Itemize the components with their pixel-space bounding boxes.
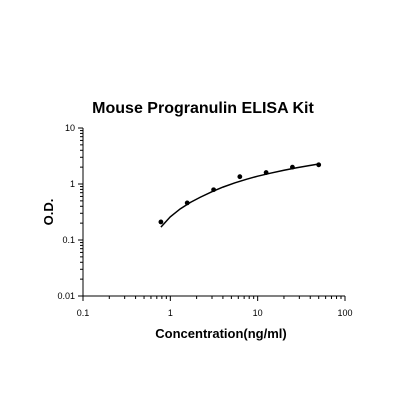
x-tick-label: 100 (337, 308, 352, 318)
y-tick-label: 0.1 (62, 235, 75, 245)
y-tick-label: 0.01 (57, 291, 75, 301)
x-tick-label: 0.1 (77, 308, 90, 318)
data-point (184, 200, 190, 206)
x-tick-label: 10 (253, 308, 263, 318)
data-point (237, 174, 243, 180)
data-point (263, 170, 269, 175)
y-axis-label: O.D. (41, 199, 56, 226)
y-tick-label: 10 (65, 123, 75, 133)
data-point (211, 187, 217, 193)
data-point (290, 164, 295, 170)
fit-curve-line (160, 163, 319, 228)
x-tick-label: 1 (168, 308, 173, 318)
data-point (158, 219, 164, 225)
y-tick-label: 1 (70, 179, 75, 189)
data-point (316, 162, 322, 168)
chart-title: Mouse Progranulin ELISA Kit (92, 100, 314, 117)
x-axis-label: Concentration(ng/ml) (155, 326, 286, 341)
